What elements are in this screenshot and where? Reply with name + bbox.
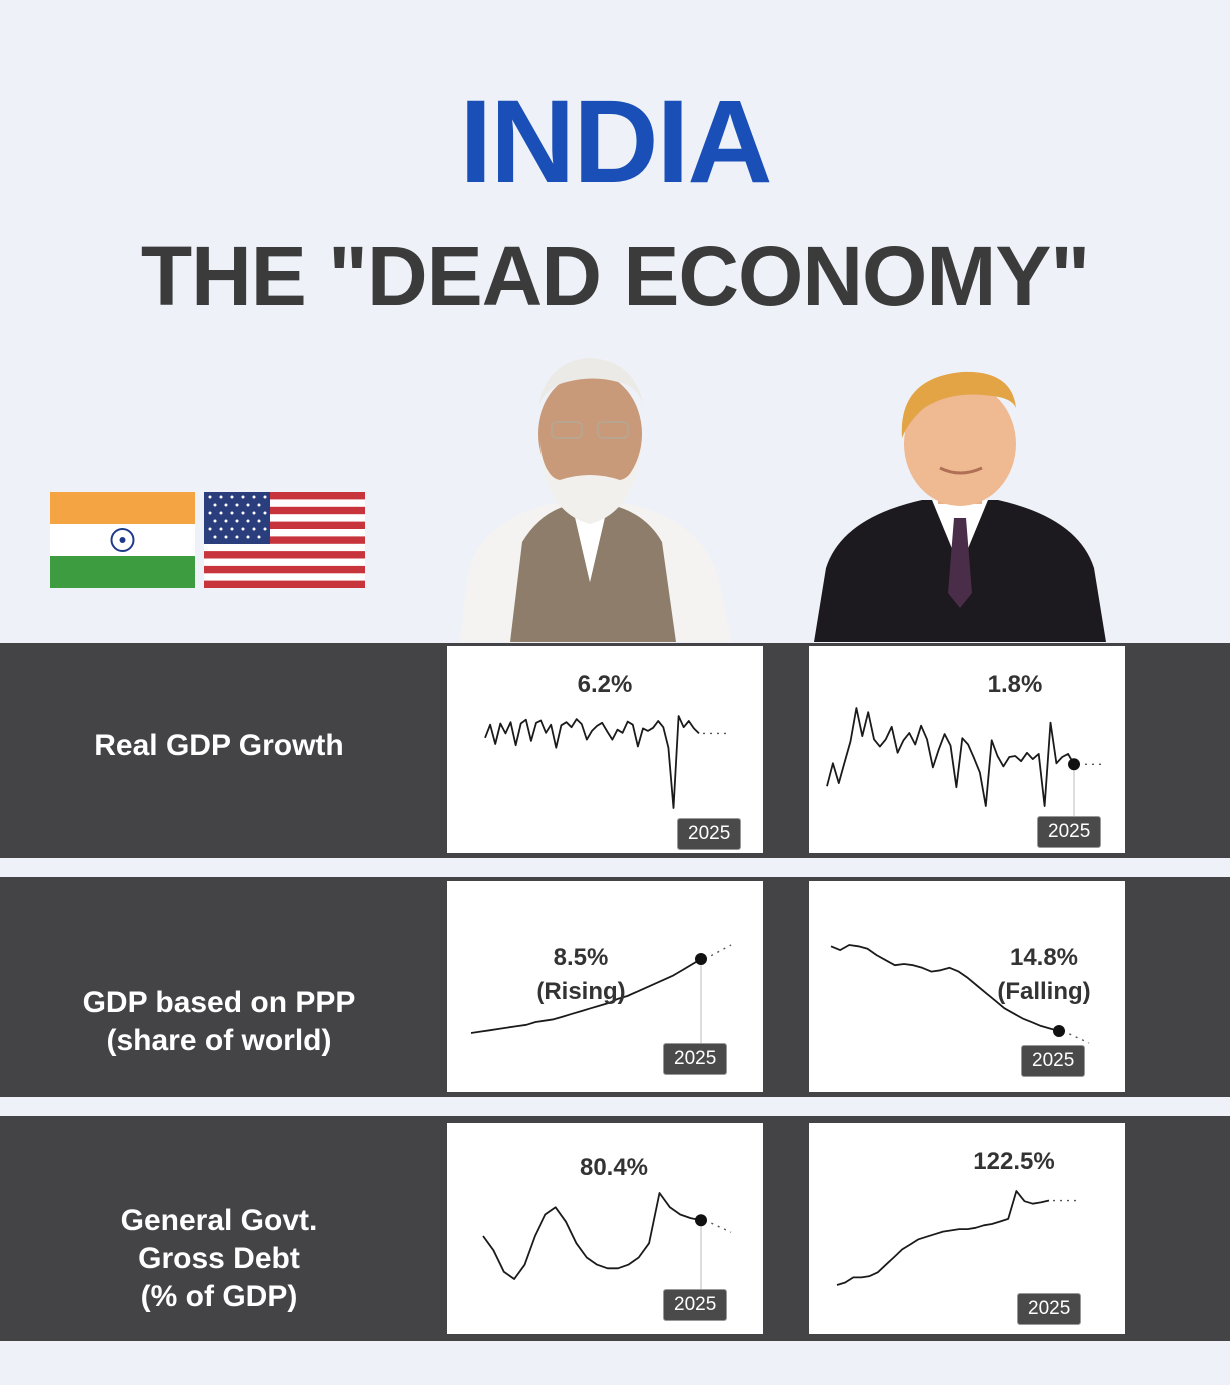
year-tag-india-debt: 2025 (663, 1289, 728, 1321)
row-label-debt: General Govt. Gross Debt (% of GDP) (0, 1164, 438, 1316)
chart-card-india-gdp-growth: 6.2% 2025 (447, 646, 763, 853)
portrait-usa-leader (814, 371, 1106, 642)
chart-usa-gdp-growth (826, 707, 1104, 818)
chart-india-gdp-growth (484, 715, 729, 809)
row-label-debt-text: General Govt. Gross Debt (% of GDP) (120, 1204, 318, 1313)
chart-card-india-ppp: 8.5% (Rising) 2025 (447, 881, 763, 1092)
row-label-ppp: GDP based on PPP (share of world) (0, 946, 438, 1060)
year-tag-usa-gdp-growth: 2025 (1037, 816, 1102, 848)
chart-card-usa-gdp-growth: 1.8% 2025 (809, 646, 1125, 853)
chart-india-ppp (470, 944, 732, 1053)
value-india-debt: 80.4% (579, 1154, 649, 1181)
flag-india-icon (50, 492, 195, 588)
forecast-dots (704, 944, 732, 960)
latest-point (695, 1214, 707, 1227)
value-india-ppp-text: 8.5% (Rising) (536, 944, 626, 1005)
row-label-ppp-text: GDP based on PPP (share of world) (82, 986, 356, 1057)
year-tag-usa-debt: 2025 (1017, 1293, 1082, 1325)
latest-point (1053, 1025, 1065, 1037)
year-tag-usa-ppp: 2025 (1021, 1045, 1086, 1077)
chart-india-debt (482, 1192, 732, 1295)
chart-card-india-debt: 80.4% 2025 (447, 1123, 763, 1334)
series-line (484, 715, 700, 809)
flag-usa-icon (204, 492, 365, 588)
value-usa-debt: 122.5% (973, 1148, 1055, 1175)
value-usa-ppp-text: 14.8% (Falling) (997, 944, 1091, 1005)
year-tag-india-gdp-growth: 2025 (677, 818, 742, 850)
series-line (830, 944, 1060, 1032)
value-usa-gdp-growth: 1.8% (987, 671, 1043, 698)
series-line (482, 1192, 702, 1280)
page-title: INDIA (459, 76, 772, 208)
series-line (826, 707, 1075, 807)
chart-card-usa-ppp: 14.8% (Falling) 2025 (809, 881, 1125, 1092)
latest-point (1068, 758, 1080, 771)
latest-point (695, 953, 707, 965)
chart-usa-ppp (830, 944, 1090, 1044)
chart-usa-debt (836, 1190, 1079, 1286)
forecast-dots (704, 1219, 732, 1233)
series-line (836, 1190, 1050, 1286)
value-india-ppp: 8.5% (Rising) (521, 907, 641, 1009)
series-line (470, 958, 702, 1034)
value-usa-ppp: 14.8% (Falling) (979, 907, 1109, 1009)
portrait-india-leader (460, 358, 732, 642)
value-india-gdp-growth: 6.2% (577, 671, 633, 698)
chart-card-usa-debt: 122.5% 2025 (809, 1123, 1125, 1334)
page-subtitle: THE "DEAD ECONOMY" (140, 229, 1090, 323)
forecast-dots (1062, 1030, 1090, 1044)
year-tag-india-ppp: 2025 (663, 1043, 728, 1075)
row-label-gdp-growth: Real GDP Growth (94, 729, 344, 762)
